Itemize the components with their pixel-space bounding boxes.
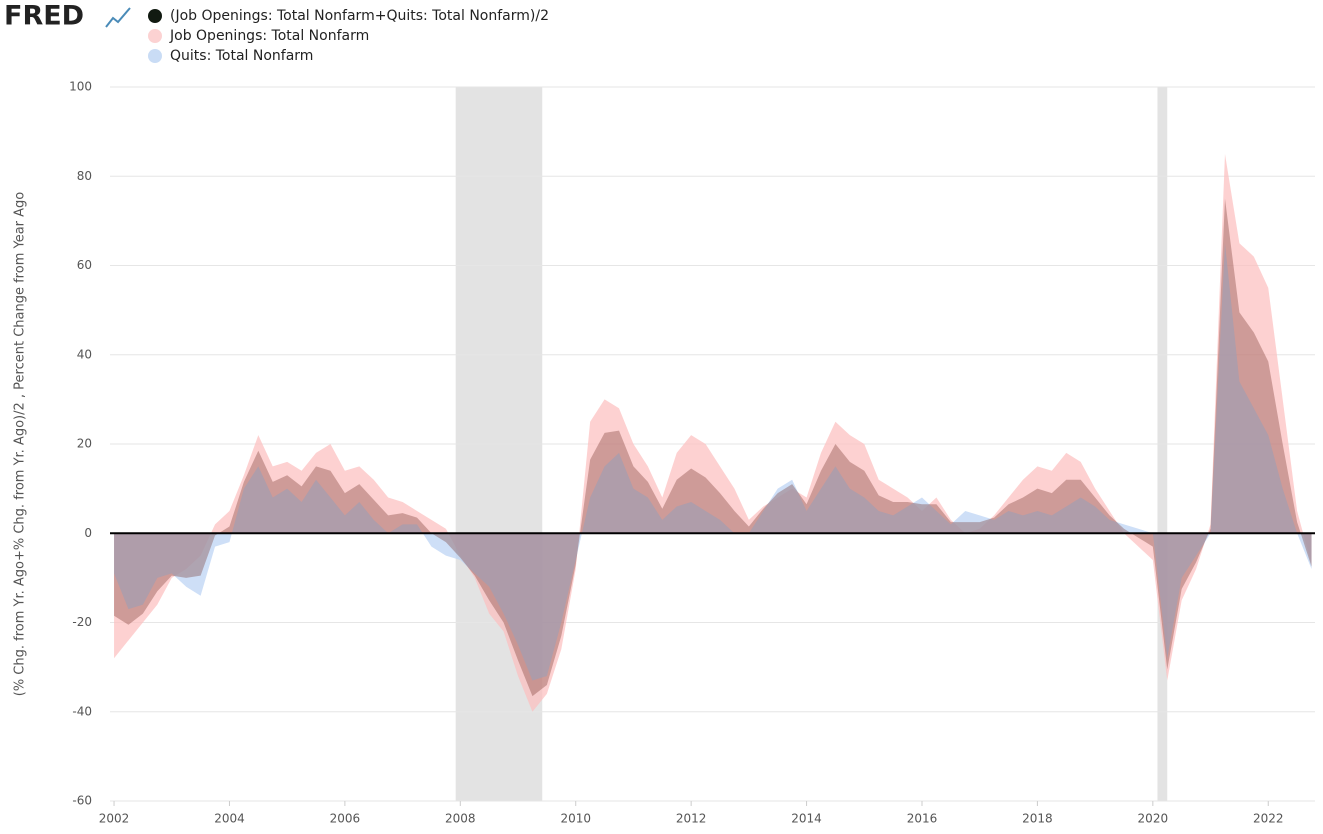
- area: [114, 153, 1312, 712]
- logo-icon: [105, 7, 131, 28]
- x-tick-label: 2002: [99, 812, 130, 826]
- x-tick-label: 2008: [445, 812, 476, 826]
- x-tick-label: 2018: [1022, 812, 1053, 826]
- x-tick-label: 2006: [330, 812, 361, 826]
- x-tick-label: 2020: [1138, 812, 1169, 826]
- y-tick-label: -20: [72, 615, 92, 629]
- y-tick-label: 80: [77, 169, 92, 183]
- legend-marker: [148, 9, 162, 23]
- x-tick-label: 2014: [791, 812, 822, 826]
- x-tick-label: 2004: [214, 812, 245, 826]
- y-axis-label: (% Chg. from Yr. Ago+% Chg. from Yr. Ago…: [13, 192, 28, 697]
- x-tick-label: 2022: [1253, 812, 1284, 826]
- y-tick-label: 0: [84, 526, 92, 540]
- legend-label: Job Openings: Total Nonfarm: [169, 28, 369, 44]
- legend-marker: [148, 49, 162, 63]
- x-tick-label: 2010: [560, 812, 591, 826]
- y-tick-label: -40: [72, 704, 92, 718]
- legend-label: Quits: Total Nonfarm: [170, 48, 313, 64]
- y-tick-label: -60: [72, 794, 92, 808]
- legend-marker: [148, 29, 162, 43]
- x-tick-label: 2012: [676, 812, 707, 826]
- area: [114, 198, 1312, 697]
- y-tick-label: 100: [69, 80, 92, 94]
- y-tick-label: 60: [77, 258, 92, 272]
- legend-label: (Job Openings: Total Nonfarm+Quits: Tota…: [170, 8, 549, 24]
- y-tick-label: 20: [77, 437, 92, 451]
- x-tick-label: 2016: [907, 812, 938, 826]
- y-tick-label: 40: [77, 347, 92, 361]
- logo: FRED: [4, 1, 84, 32]
